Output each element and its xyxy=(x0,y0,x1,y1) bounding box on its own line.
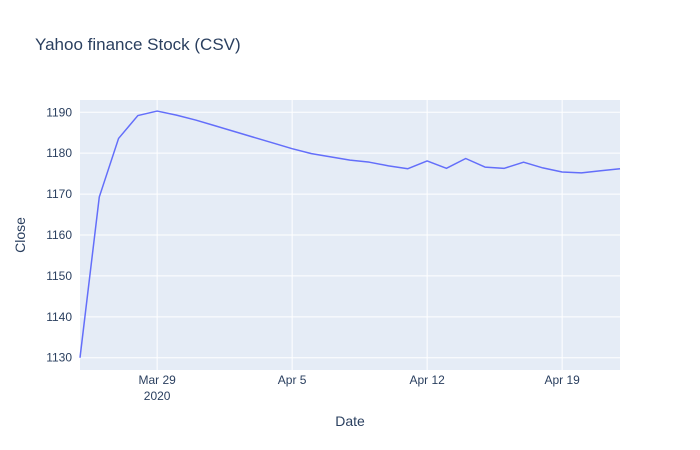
y-tick-label: 1130 xyxy=(46,351,72,365)
series-layer xyxy=(79,110,621,358)
grid-layer xyxy=(80,100,620,370)
y-tick-label: 1160 xyxy=(46,228,72,242)
y-axis-ticks: 1130 1140 1150 1160 1170 1180 1190 xyxy=(46,105,72,364)
y-tick-label: 1150 xyxy=(46,269,72,283)
x-tick-label: Apr 5 xyxy=(278,373,307,387)
x-tick-label: Mar 29 xyxy=(138,373,176,387)
x-tick-label: Apr 19 xyxy=(544,373,580,387)
x-tick-label: Apr 12 xyxy=(409,373,445,387)
x-axis-title: Date xyxy=(335,413,365,429)
x-axis-ticks: Mar 29 2020 Apr 5 Apr 12 Apr 19 xyxy=(138,373,580,403)
y-tick-label: 1140 xyxy=(46,310,72,324)
chart-title: Yahoo finance Stock (CSV) xyxy=(35,35,241,54)
close-price-line xyxy=(79,110,621,358)
x-tick-sublabel: 2020 xyxy=(144,389,171,403)
y-tick-label: 1170 xyxy=(46,187,72,201)
y-tick-label: 1190 xyxy=(46,105,72,119)
y-axis-title: Close xyxy=(12,217,28,253)
y-tick-label: 1180 xyxy=(46,146,72,160)
